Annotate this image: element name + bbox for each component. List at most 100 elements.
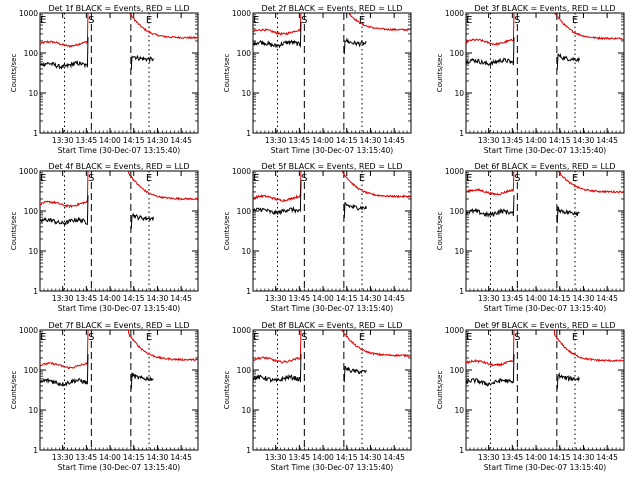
marker-label-e: E	[40, 173, 46, 184]
lld-series-line	[253, 330, 411, 364]
y-tick-label: 1000	[19, 167, 38, 176]
x-tick-label: 14:45	[596, 453, 618, 462]
x-axis-label: Start Time (30-Dec-07 13:15:40)	[484, 146, 606, 155]
plot-frame	[39, 170, 199, 292]
y-tick-label: 1000	[445, 167, 464, 176]
events-series-line-pre	[466, 195, 515, 219]
x-tick-label: 14:45	[170, 294, 192, 303]
x-tick-label: 13:45	[502, 294, 524, 303]
panel-title: Det 1f BLACK = Events, RED = LLD	[48, 4, 189, 13]
x-tick-label: 13:45	[289, 453, 311, 462]
y-tick-label: 1	[459, 287, 464, 296]
x-tick-label: 14:00	[99, 136, 121, 145]
panel-2: Det 2f BLACK = Events, RED = LLD 1 10 100 10…	[223, 4, 412, 155]
y-axis-label: Counts/sec	[10, 212, 18, 251]
plot-frame	[252, 12, 412, 134]
panel-title: Det 5f BLACK = Events, RED = LLD	[261, 162, 402, 171]
x-tick-label: 14:15	[123, 453, 145, 462]
x-axis-label: Start Time (30-Dec-07 13:15:40)	[271, 463, 393, 472]
y-tick-label: 10	[454, 406, 464, 415]
panel-3: Det 3f BLACK = Events, RED = LLD 1 10 100 10…	[436, 4, 625, 155]
events-series-line-post	[343, 37, 367, 55]
marker-label-e: E	[572, 332, 578, 343]
events-series-line-pre	[466, 37, 515, 68]
x-tick-label: 14:00	[312, 294, 334, 303]
x-axis-label: Start Time (30-Dec-07 13:15:40)	[58, 304, 180, 313]
x-tick-label: 14:45	[383, 294, 405, 303]
y-tick-label: 10	[454, 247, 464, 256]
y-tick-label: 10	[28, 247, 38, 256]
x-tick-label: 14:30	[147, 453, 169, 462]
panel-8: Det 8f BLACK = Events, RED = LLD 1 10 100 10…	[223, 321, 412, 472]
marker-label-e: E	[466, 173, 472, 184]
y-tick-label: 10	[28, 89, 38, 98]
x-tick-label: 13:30	[265, 136, 287, 145]
panel-title: Det 8f BLACK = Events, RED = LLD	[261, 321, 402, 330]
marker-label-e: E	[572, 173, 578, 184]
x-tick-label: 14:30	[573, 294, 595, 303]
y-tick-label: 1	[459, 129, 464, 138]
y-tick-label: 1	[246, 287, 251, 296]
marker-label-e: E	[359, 173, 365, 184]
y-axis-label: Counts/sec	[223, 54, 231, 93]
y-tick-label: 100	[24, 207, 39, 216]
lld-series-line	[253, 171, 411, 203]
y-axis-label: Counts/sec	[223, 371, 231, 410]
x-tick-label: 13:30	[52, 136, 74, 145]
panel-5: Det 5f BLACK = Events, RED = LLD 1 10 100 10…	[223, 162, 412, 313]
lld-series-line	[466, 171, 624, 196]
y-tick-label: 100	[24, 366, 39, 375]
x-tick-label: 14:30	[360, 453, 382, 462]
x-tick-label: 14:15	[123, 136, 145, 145]
panel-6: Det 6f BLACK = Events, RED = LLD 1 10 100 10…	[436, 162, 625, 313]
y-tick-label: 1000	[232, 9, 251, 18]
panel-title: Det 3f BLACK = Events, RED = LLD	[474, 4, 615, 13]
lld-series-line	[466, 13, 624, 47]
x-tick-label: 14:45	[596, 294, 618, 303]
y-tick-label: 1000	[19, 9, 38, 18]
x-tick-label: 14:30	[360, 136, 382, 145]
marker-label-s: S	[514, 173, 520, 184]
x-tick-label: 14:15	[336, 453, 358, 462]
marker-label-e: E	[146, 15, 152, 26]
x-tick-label: 14:15	[336, 294, 358, 303]
x-axis-label: Start Time (30-Dec-07 13:15:40)	[484, 463, 606, 472]
x-tick-label: 14:00	[312, 453, 334, 462]
x-tick-label: 14:15	[549, 136, 571, 145]
x-axis-label: Start Time (30-Dec-07 13:15:40)	[271, 146, 393, 155]
x-tick-label: 14:15	[549, 294, 571, 303]
y-tick-label: 1000	[232, 326, 251, 335]
x-tick-label: 14:30	[360, 294, 382, 303]
events-series-line-post	[130, 212, 154, 229]
y-tick-label: 1000	[445, 326, 464, 335]
plot-frame	[39, 12, 199, 134]
marker-label-e: E	[466, 332, 472, 343]
marker-label-s: S	[514, 332, 520, 343]
y-tick-label: 1	[33, 446, 38, 455]
x-tick-label: 14:30	[147, 294, 169, 303]
marker-label-s: S	[88, 173, 94, 184]
x-tick-label: 14:00	[525, 453, 547, 462]
panel-7: Det 7f BLACK = Events, RED = LLD 1 10 100 10…	[10, 321, 199, 472]
events-series-line-pre	[40, 195, 89, 226]
x-tick-label: 14:00	[525, 136, 547, 145]
x-tick-label: 14:45	[596, 136, 618, 145]
y-axis-label: Counts/sec	[10, 54, 18, 93]
marker-label-e: E	[253, 332, 259, 343]
events-series-line-pre	[253, 354, 302, 384]
marker-label-s: S	[88, 15, 94, 26]
x-tick-label: 14:00	[525, 294, 547, 303]
x-tick-label: 14:00	[99, 294, 121, 303]
y-axis-label: Counts/sec	[436, 212, 444, 251]
x-tick-label: 13:30	[478, 453, 500, 462]
x-tick-label: 13:30	[52, 453, 74, 462]
y-tick-label: 1	[33, 129, 38, 138]
events-series-line-post	[556, 52, 580, 70]
y-tick-label: 1	[459, 446, 464, 455]
lld-series-line	[466, 330, 624, 367]
x-tick-label: 14:30	[573, 453, 595, 462]
panel-1: Det 1f BLACK = Events, RED = LLD 1 10 100 10…	[10, 4, 199, 155]
x-tick-label: 14:15	[123, 294, 145, 303]
y-tick-label: 10	[28, 406, 38, 415]
y-axis-label: Counts/sec	[436, 371, 444, 410]
